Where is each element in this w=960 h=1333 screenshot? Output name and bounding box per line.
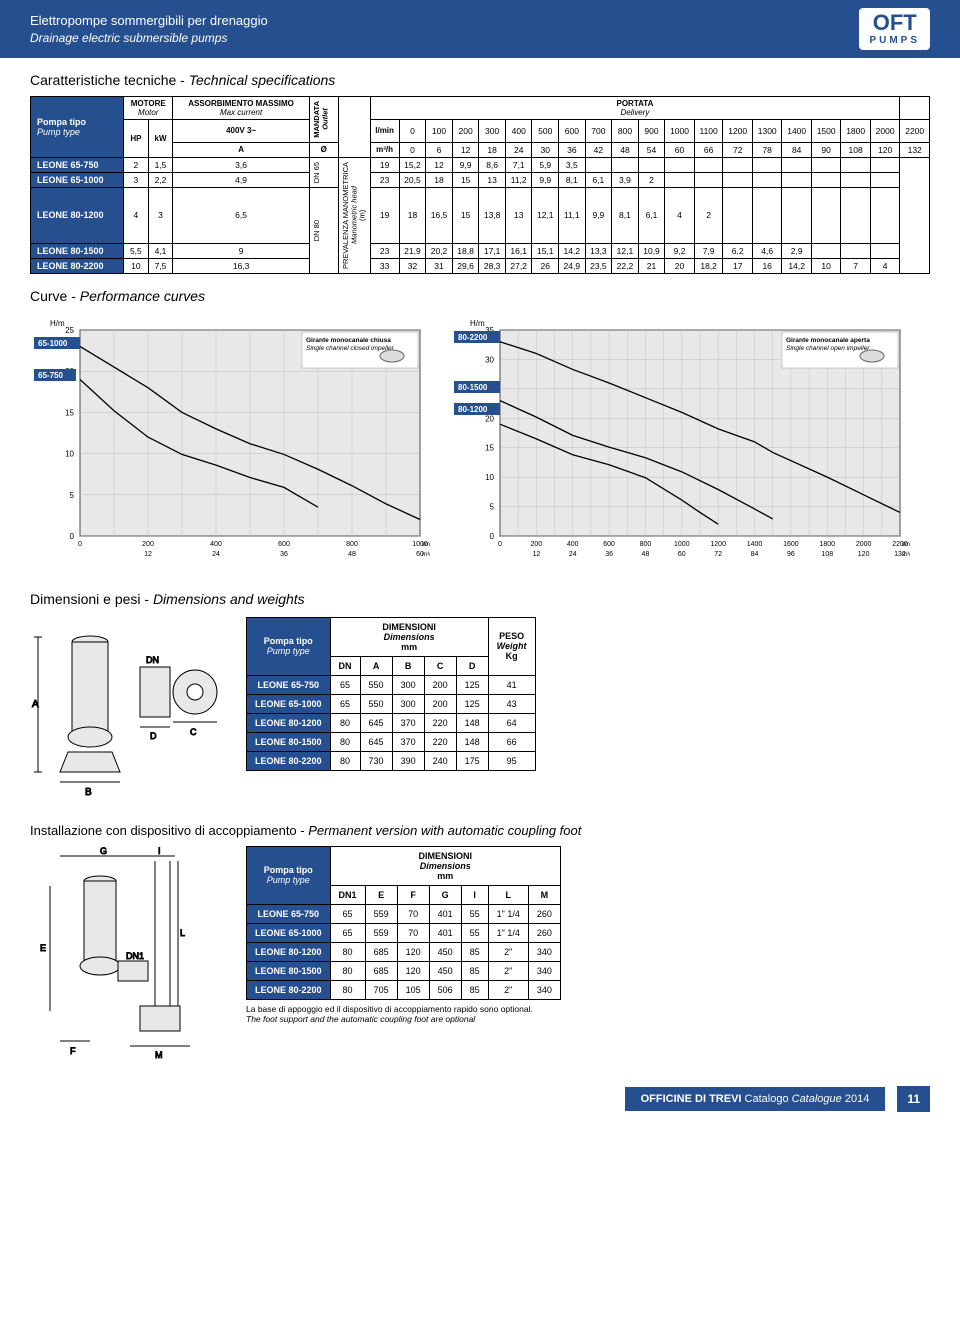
spec-table: Pompa tipoPump typeMOTOREMotorASSORBIMEN… [30, 96, 930, 274]
svg-text:0: 0 [70, 532, 75, 541]
svg-text:24: 24 [569, 551, 577, 558]
pump-drawing-1: A B DN D C [30, 617, 230, 807]
install-table: Pompa tipoPump typeDIMENSIONIDimensionsm… [246, 846, 561, 1000]
pump-drawing-2: G I L DN1 M E F [30, 846, 230, 1066]
svg-text:20: 20 [485, 414, 494, 423]
svg-text:800: 800 [346, 541, 358, 548]
install-table-wrap: Pompa tipoPump typeDIMENSIONIDimensionsm… [246, 846, 561, 1024]
svg-text:m³/h: m³/h [422, 552, 430, 558]
svg-text:H/m: H/m [470, 319, 485, 328]
svg-text:E: E [40, 943, 46, 953]
svg-text:l/min.: l/min. [422, 542, 430, 548]
svg-text:Single channel open impeller: Single channel open impeller [786, 345, 870, 352]
svg-text:F: F [70, 1046, 76, 1056]
svg-text:Girante monocanale chiusa: Girante monocanale chiusa [306, 337, 391, 344]
svg-text:1600: 1600 [783, 541, 799, 548]
svg-text:24: 24 [212, 551, 220, 558]
svg-text:65-1000: 65-1000 [38, 339, 68, 348]
svg-text:400: 400 [567, 541, 579, 548]
svg-text:1000: 1000 [674, 541, 690, 548]
dimensions-row: A B DN D C Pompa tipoPump typeDI [30, 617, 930, 807]
dim-section-title: Dimensioni e pesi - Dimensions and weigh… [30, 591, 930, 607]
svg-text:1400: 1400 [747, 541, 763, 548]
svg-text:200: 200 [531, 541, 543, 548]
svg-text:600: 600 [278, 541, 290, 548]
svg-text:10: 10 [485, 473, 494, 482]
chart1-svg: 2520151050020012400246003680048100060l/m… [30, 312, 430, 572]
svg-text:G: G [100, 846, 107, 856]
svg-text:72: 72 [714, 551, 722, 558]
svg-text:108: 108 [821, 551, 833, 558]
svg-text:15: 15 [65, 408, 74, 417]
svg-text:C: C [190, 727, 197, 737]
svg-text:B: B [85, 787, 92, 798]
install-section-title: Installazione con dispositivo di accoppi… [30, 823, 930, 838]
svg-text:36: 36 [280, 551, 288, 558]
svg-text:DN: DN [146, 655, 159, 665]
svg-text:A: A [32, 699, 39, 710]
svg-text:80-1200: 80-1200 [458, 405, 488, 414]
svg-text:0: 0 [78, 541, 82, 548]
chart1-container: 2520151050020012400246003680048100060l/m… [30, 312, 430, 577]
svg-text:200: 200 [142, 541, 154, 548]
svg-text:DN1: DN1 [126, 951, 144, 961]
page-number: 11 [897, 1086, 930, 1112]
svg-text:80-2200: 80-2200 [458, 333, 488, 342]
svg-text:l/min: l/min [902, 542, 910, 548]
svg-text:M: M [155, 1050, 163, 1060]
svg-text:1200: 1200 [710, 541, 726, 548]
svg-text:12: 12 [144, 551, 152, 558]
svg-text:H/m: H/m [50, 319, 65, 328]
svg-text:65-750: 65-750 [38, 371, 63, 380]
svg-text:5: 5 [70, 491, 75, 500]
page-header: Elettropompe sommergibili per drenaggio … [0, 0, 960, 58]
svg-text:D: D [150, 731, 157, 741]
svg-text:48: 48 [642, 551, 650, 558]
svg-text:15: 15 [485, 443, 494, 452]
svg-text:600: 600 [603, 541, 615, 548]
svg-text:80-1500: 80-1500 [458, 383, 488, 392]
svg-text:25: 25 [65, 326, 74, 335]
chart2-svg: 3530252015105002001240024600368004810006… [450, 312, 910, 572]
svg-text:120: 120 [858, 551, 870, 558]
svg-text:12: 12 [532, 551, 540, 558]
svg-text:60: 60 [678, 551, 686, 558]
svg-text:10: 10 [65, 449, 74, 458]
spec-section-title: Caratteristiche tecniche - Technical spe… [30, 72, 930, 88]
svg-text:36: 36 [605, 551, 613, 558]
chart2-container: 3530252015105002001240024600368004810006… [450, 312, 910, 577]
svg-text:2000: 2000 [856, 541, 872, 548]
svg-text:m³/h: m³/h [902, 552, 910, 558]
curves-section-title: Curve - Performance curves [30, 288, 930, 304]
svg-text:I: I [158, 846, 161, 856]
logo-main: OFT [869, 12, 920, 34]
footer-text: OFFICINE DI TREVI Catalogo Catalogue 201… [625, 1087, 886, 1111]
install-footnote: La base di appoggio ed il dispositivo di… [246, 1004, 561, 1024]
curves-row: 2520151050020012400246003680048100060l/m… [30, 312, 930, 577]
svg-text:5: 5 [490, 502, 495, 511]
header-titles: Elettropompe sommergibili per drenaggio … [30, 13, 268, 45]
page-footer: OFFICINE DI TREVI Catalogo Catalogue 201… [30, 1086, 930, 1112]
svg-text:84: 84 [751, 551, 759, 558]
svg-text:L: L [180, 928, 185, 938]
svg-text:800: 800 [640, 541, 652, 548]
svg-text:0: 0 [498, 541, 502, 548]
logo-sub: PUMPS [869, 36, 920, 46]
header-title-it: Elettropompe sommergibili per drenaggio [30, 13, 268, 28]
svg-text:Single channel closed impeller: Single channel closed impeller [306, 345, 395, 352]
header-title-en: Drainage electric submersible pumps [30, 31, 268, 45]
svg-text:0: 0 [490, 532, 495, 541]
svg-text:30: 30 [485, 355, 494, 364]
svg-text:400: 400 [210, 541, 222, 548]
svg-text:1800: 1800 [819, 541, 835, 548]
dim-table: Pompa tipoPump typeDIMENSIONIDimensionsm… [246, 617, 536, 771]
install-row: G I L DN1 M E F Pompa [30, 846, 930, 1066]
svg-text:Girante monocanale aperta: Girante monocanale aperta [786, 337, 870, 344]
svg-text:48: 48 [348, 551, 356, 558]
brand-logo: OFT PUMPS [859, 8, 930, 50]
svg-text:96: 96 [787, 551, 795, 558]
